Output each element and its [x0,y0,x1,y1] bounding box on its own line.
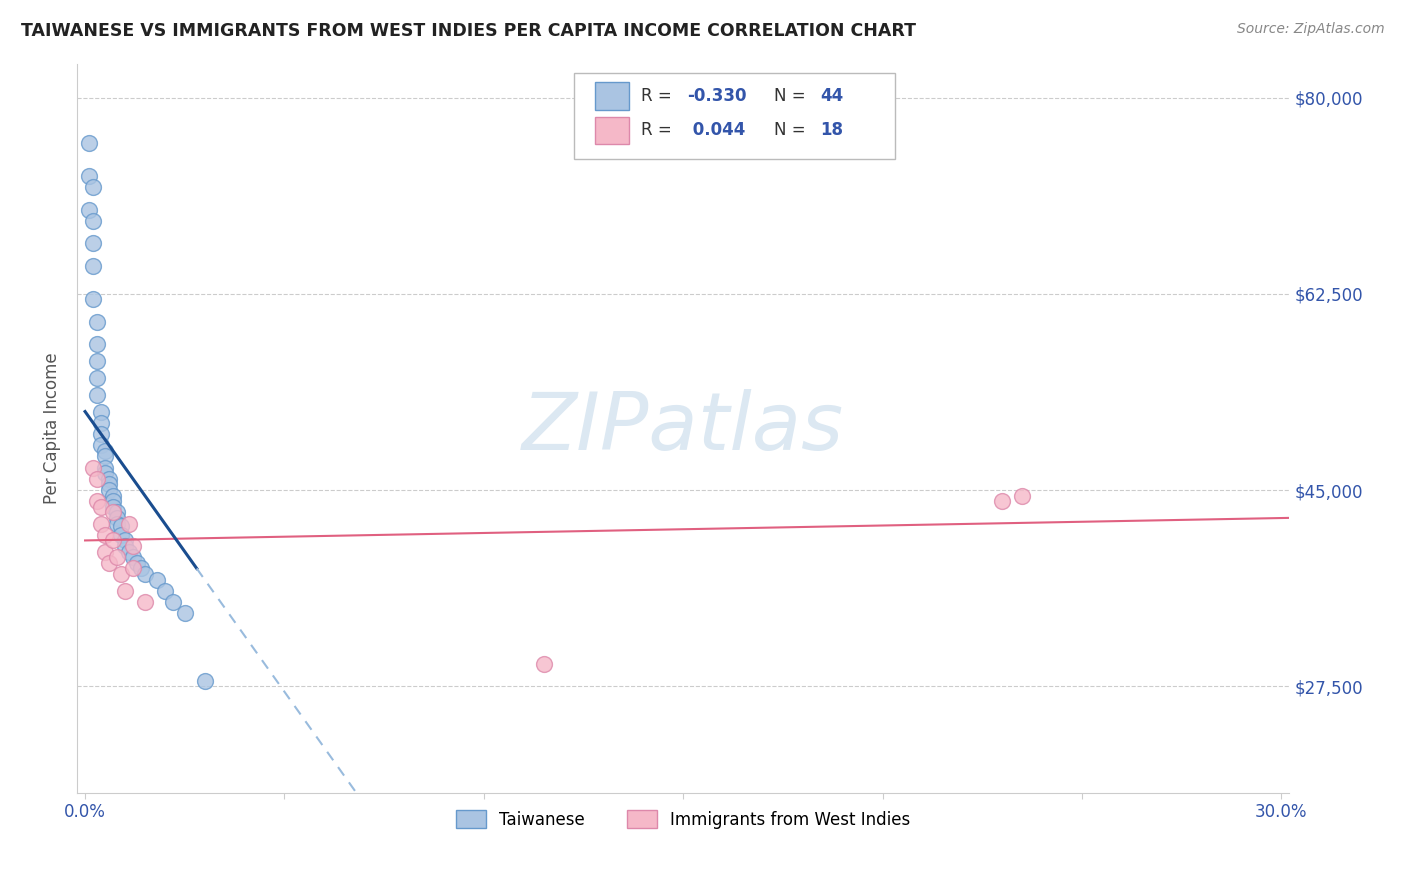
Point [98,556,121,570]
Point [105,550,128,565]
Point [94,528,117,542]
Point [77,136,100,150]
Point [134,595,156,609]
Point [90,438,112,452]
Point [94,450,117,464]
Text: 0.044: 0.044 [688,121,745,139]
Text: N =: N = [775,87,811,105]
Text: R =: R = [641,121,676,139]
Point [129,561,152,575]
Text: 44: 44 [820,87,844,105]
Point [77,169,100,183]
Point [114,533,136,548]
Point [105,511,128,525]
Point [82,214,104,228]
Point [90,500,112,514]
Text: R =: R = [641,87,676,105]
Point [86,371,108,385]
FancyBboxPatch shape [574,73,896,159]
Point [105,516,128,531]
Point [153,583,176,598]
Point [101,494,124,508]
Point [82,236,104,251]
Point [118,544,141,558]
Point [110,528,132,542]
Point [90,404,112,418]
Point [134,567,156,582]
Point [125,556,148,570]
Point [86,472,108,486]
Point [146,573,169,587]
Point [122,550,145,565]
Point [94,544,117,558]
Point [86,315,108,329]
Point [86,354,108,368]
Point [82,259,104,273]
Point [114,583,136,598]
Point [98,483,121,497]
Point [122,561,145,575]
Point [98,477,121,491]
Point [533,657,555,671]
Point [101,505,124,519]
Point [101,533,124,548]
Point [101,489,124,503]
Text: N =: N = [775,121,811,139]
Point [77,202,100,217]
Point [90,427,112,442]
Point [162,595,184,609]
Point [101,500,124,514]
Point [173,607,195,621]
Text: Source: ZipAtlas.com: Source: ZipAtlas.com [1237,22,1385,37]
Point [991,494,1014,508]
Point [110,567,132,582]
Y-axis label: Per Capita Income: Per Capita Income [44,352,60,504]
Point [194,673,217,688]
Point [1011,489,1033,503]
Point [122,539,145,553]
Point [110,519,132,533]
Point [98,472,121,486]
FancyBboxPatch shape [595,117,628,145]
Point [86,494,108,508]
Point [90,516,112,531]
Point [82,460,104,475]
Point [82,293,104,307]
Point [118,516,141,531]
Point [94,443,117,458]
FancyBboxPatch shape [595,82,628,110]
Text: ZIPatlas: ZIPatlas [522,389,845,467]
Point [86,388,108,402]
Point [94,460,117,475]
Point [90,416,112,430]
Point [82,180,104,194]
Legend: Taiwanese, Immigrants from West Indies: Taiwanese, Immigrants from West Indies [450,804,917,835]
Point [94,466,117,480]
Text: 18: 18 [820,121,844,139]
Text: -0.330: -0.330 [688,87,747,105]
Point [114,539,136,553]
Point [86,337,108,351]
Text: TAIWANESE VS IMMIGRANTS FROM WEST INDIES PER CAPITA INCOME CORRELATION CHART: TAIWANESE VS IMMIGRANTS FROM WEST INDIES… [21,22,917,40]
Point [105,505,128,519]
